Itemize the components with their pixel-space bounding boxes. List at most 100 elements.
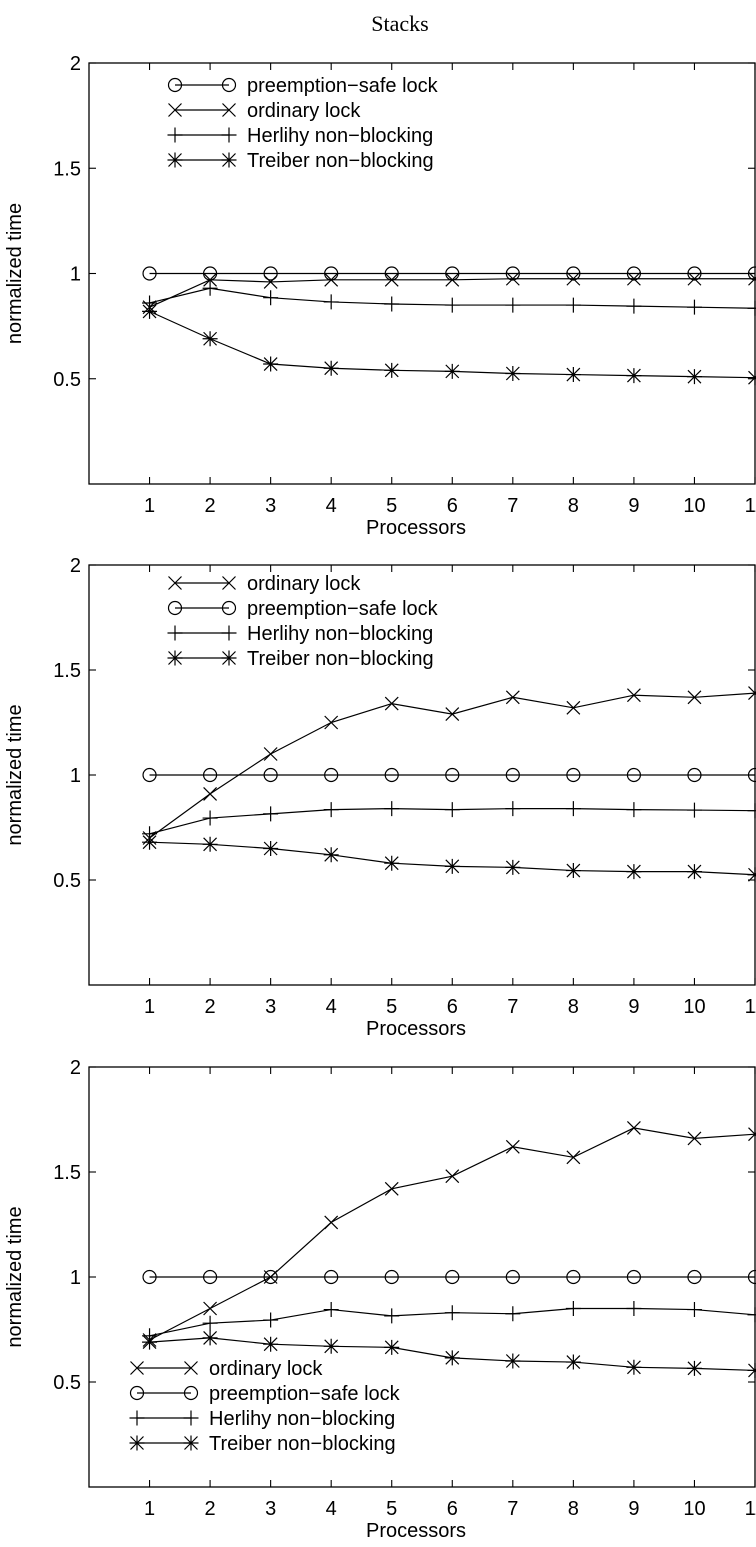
data-point-plus — [686, 802, 702, 818]
legend: ordinary lock preemption−safe lock Herlihy… — [129, 1358, 401, 1455]
data-point-x — [748, 686, 756, 701]
data-point-plus — [323, 802, 339, 818]
legend-marker-plus — [183, 1410, 199, 1426]
figure-title: Stacks — [371, 11, 428, 36]
data-point-circle — [747, 1269, 756, 1285]
legend-marker-star — [167, 152, 183, 168]
data-point-circle — [687, 767, 702, 783]
data-point-star — [565, 367, 581, 383]
legend-marker-x — [168, 103, 182, 117]
data-point-x — [687, 1131, 702, 1146]
y-tick-label: 0.5 — [53, 870, 81, 892]
y-tick-label: 1.5 — [53, 660, 81, 682]
legend-marker-x — [130, 1361, 144, 1375]
legend-marker-star — [167, 650, 183, 666]
data-point-star — [626, 1359, 642, 1375]
data-point-plus — [565, 801, 581, 817]
data-point-star — [686, 864, 702, 880]
legend-marker-circle — [221, 77, 237, 93]
x-tick-label: 7 — [507, 1498, 518, 1520]
data-point-x — [324, 272, 339, 287]
y-axis-label: normalized time — [4, 1206, 26, 1347]
data-point-x — [505, 690, 520, 705]
x-tick-label: 1 — [144, 1498, 155, 1520]
legend-marker-star — [221, 650, 237, 666]
legend-marker-circle — [167, 600, 183, 616]
data-point-star — [142, 303, 158, 319]
x-tick-label: 9 — [628, 495, 639, 517]
x-tick-label: 4 — [326, 996, 337, 1018]
data-point-x — [203, 786, 218, 801]
y-tick-label: 1 — [70, 264, 81, 286]
data-point-plus — [565, 297, 581, 313]
data-point-star — [384, 362, 400, 378]
legend-label: Treiber non−blocking — [247, 648, 434, 670]
x-tick-label: 3 — [265, 996, 276, 1018]
data-point-plus — [202, 810, 218, 826]
y-tick-label: 2 — [70, 53, 81, 75]
data-point-x — [566, 271, 581, 286]
data-point-circle — [687, 1269, 702, 1285]
legend-marker-plus — [221, 625, 237, 641]
x-tick-label: 11 — [745, 495, 756, 517]
data-point-circle — [384, 1269, 399, 1285]
data-point-plus — [747, 300, 756, 316]
data-point-circle — [626, 1269, 642, 1285]
series-circle — [142, 266, 756, 281]
legend-marker-star — [129, 1435, 145, 1451]
data-point-circle — [505, 1269, 520, 1285]
data-point-star — [444, 1350, 460, 1366]
data-point-star — [747, 1362, 756, 1378]
x-tick-label: 10 — [683, 1498, 705, 1520]
x-tick-label: 4 — [326, 495, 337, 517]
x-tick-label: 10 — [683, 495, 705, 517]
data-point-x — [748, 271, 756, 286]
legend-label: Herlihy non−blocking — [209, 1408, 395, 1430]
data-point-star — [384, 855, 400, 871]
series-plus — [142, 801, 756, 842]
data-point-x — [626, 1120, 641, 1135]
data-point-x — [505, 1139, 520, 1154]
series-x — [142, 271, 756, 315]
x-tick-label: 7 — [507, 495, 518, 517]
data-point-plus — [747, 1307, 756, 1323]
y-axis-label: normalized time — [4, 203, 26, 344]
data-point-star — [444, 363, 460, 379]
series-circle — [142, 767, 756, 783]
y-tick-label: 2 — [70, 555, 81, 577]
legend-marker-x — [184, 1361, 198, 1375]
legend-label: ordinary lock — [209, 1358, 323, 1380]
y-tick-label: 0.5 — [53, 369, 81, 391]
data-point-circle — [263, 266, 278, 281]
x-tick-label: 4 — [326, 1498, 337, 1520]
data-point-plus — [686, 299, 702, 315]
legend-label: preemption−safe lock — [247, 598, 439, 620]
data-point-plus — [505, 297, 521, 313]
data-point-plus — [263, 290, 279, 306]
chart-panel-1: 1 2 3 4 5 6 7 8 9 10 11 0.5 1 1.5 2 Processors normalize… — [4, 53, 756, 539]
legend-marker-star — [183, 1435, 199, 1451]
data-point-x — [687, 690, 702, 705]
y-tick-label: 1 — [70, 765, 81, 787]
data-point-x — [626, 688, 641, 703]
data-point-plus — [565, 1301, 581, 1316]
data-point-plus — [444, 1305, 460, 1321]
legend-marker-circle — [129, 1385, 145, 1401]
data-point-plus — [263, 1312, 279, 1328]
data-point-plus — [444, 297, 460, 313]
y-tick-label: 0.5 — [53, 1372, 81, 1394]
data-point-star — [202, 836, 218, 852]
data-point-circle — [384, 767, 399, 783]
legend-marker-plus — [129, 1410, 145, 1426]
data-point-x — [384, 1181, 399, 1196]
x-tick-label: 3 — [265, 495, 276, 517]
data-point-star — [747, 370, 756, 386]
x-tick-label: 8 — [568, 996, 579, 1018]
legend-marker-plus — [167, 127, 183, 143]
chart-panels: 12345678910110.511.52Processorsnormalize… — [4, 53, 756, 1542]
data-point-circle — [566, 266, 581, 281]
data-point-star — [626, 864, 642, 880]
x-tick-label: 2 — [205, 495, 216, 517]
data-point-x — [626, 271, 641, 286]
